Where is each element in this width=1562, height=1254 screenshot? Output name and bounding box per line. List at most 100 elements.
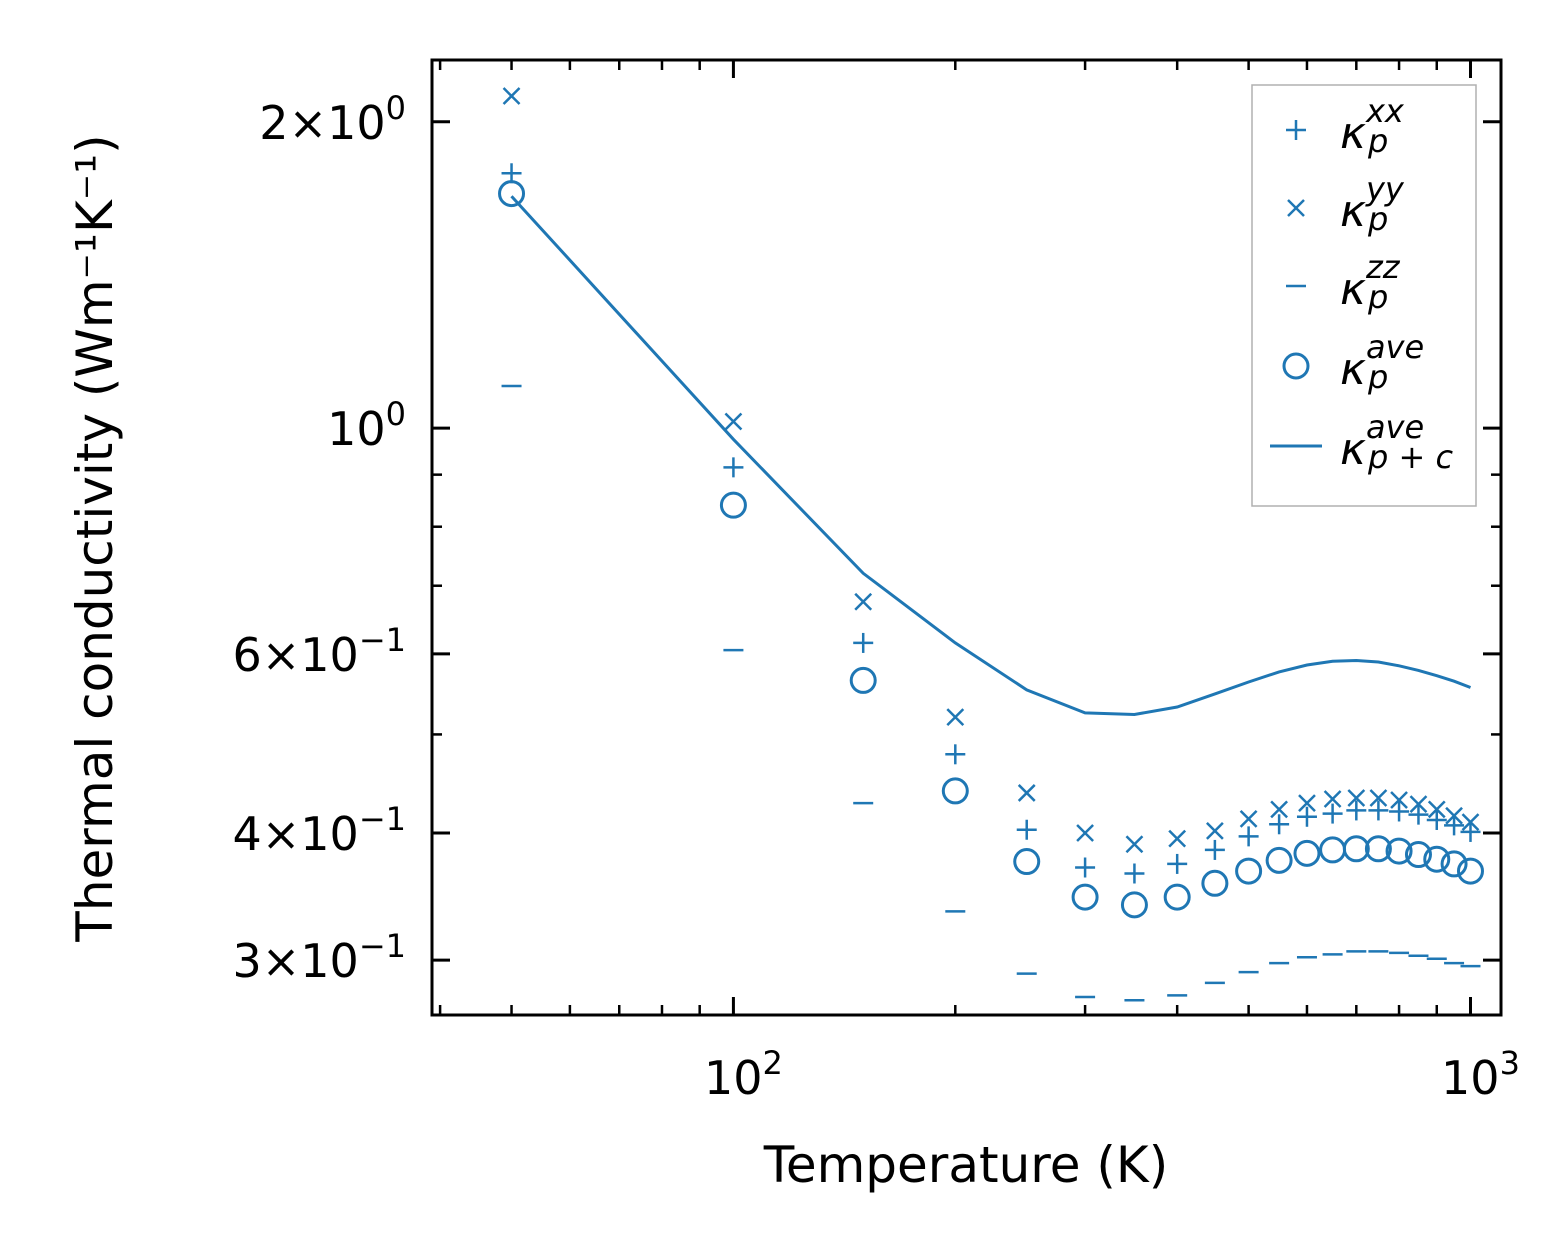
data-point-ave (1201, 869, 1229, 897)
data-point-yy (1347, 789, 1366, 807)
x-marker-b (1017, 784, 1036, 802)
x-marker-b (1461, 813, 1480, 832)
data-point-ave (1364, 835, 1392, 863)
x-marker-b (1323, 790, 1342, 808)
major-ticks (432, 60, 1501, 1015)
data-point-ave (1456, 857, 1484, 885)
data-point-ave (941, 777, 969, 805)
legend-item-ave: κave p (1282, 328, 1424, 396)
data-point-xx (1075, 857, 1096, 878)
x-marker-b (1168, 829, 1187, 848)
x-tick-label: 102 (704, 1044, 783, 1105)
x-marker-b (1390, 791, 1408, 809)
x-marker-b (1287, 199, 1305, 217)
data-point-xx (1322, 803, 1343, 824)
data-point-ave (849, 666, 877, 694)
data-point-ave (1385, 837, 1413, 865)
data-point-xx (1204, 839, 1225, 860)
legend-marker-xx (1286, 120, 1306, 140)
legend-marker-ave (1282, 352, 1310, 380)
data-point-yy (854, 592, 873, 611)
x-marker-b (1205, 821, 1224, 840)
data-point-yy (1409, 795, 1428, 814)
series-zz (501, 384, 1481, 1002)
data-point-yy (1239, 810, 1258, 828)
data-point-xx (853, 632, 874, 653)
data-point-xx (945, 744, 966, 765)
x-marker-b (1270, 800, 1289, 819)
series-xx (501, 163, 1481, 884)
data-point-xx (1238, 826, 1259, 847)
data-point-xx (1269, 814, 1290, 835)
x-marker-b (502, 87, 521, 105)
data-point-yy (1369, 789, 1388, 807)
data-point-yy (1205, 821, 1224, 840)
data-point-xx (1346, 800, 1367, 821)
data-point-xx (723, 457, 744, 478)
data-point-xx (1296, 806, 1317, 827)
series-layer (498, 87, 1484, 1002)
data-point-xx (1389, 801, 1410, 822)
data-point-yy (502, 87, 521, 105)
x-marker-b (1369, 789, 1388, 807)
plot-frame (430, 58, 1503, 1017)
data-point-ave (1265, 846, 1293, 874)
data-point-xx (1016, 819, 1037, 840)
data-point-xx (1426, 809, 1447, 830)
data-point-yy (724, 412, 743, 431)
x-axis-title: Temperature (K) (763, 1136, 1168, 1194)
data-point-yy (946, 708, 965, 726)
x-tick-labels: 102 103 (704, 1044, 1520, 1105)
x-marker-b (1445, 806, 1463, 825)
x-marker-b (1239, 810, 1258, 828)
x-marker-b (1076, 824, 1094, 842)
data-point-xx (1124, 863, 1145, 884)
minor-ticks (432, 60, 1501, 1015)
data-point-ave (1235, 857, 1263, 885)
legend-label-ave: κave p (1340, 328, 1424, 396)
data-point-ave (1293, 839, 1321, 867)
data-point-xx (1408, 804, 1429, 825)
x-marker-b (1427, 800, 1446, 819)
data-point-yy (1390, 791, 1408, 809)
y-axis-title: Thermal conductivity (Wm⁻¹K⁻¹) (66, 134, 124, 942)
series-ave (498, 180, 1484, 919)
data-point-ave (1423, 845, 1451, 873)
y-tick-label: 2×100 (259, 89, 406, 150)
data-point-yy (1168, 829, 1187, 848)
data-point-yy (1323, 790, 1342, 808)
x-marker-b (946, 708, 965, 726)
data-point-ave (1342, 835, 1370, 863)
data-point-yy (1298, 794, 1316, 813)
data-point-yy (1427, 800, 1446, 819)
data-point-xx (1444, 815, 1465, 836)
legend-marker-yy (1287, 199, 1305, 217)
data-point-xx (1167, 853, 1188, 874)
data-point-yy (1445, 806, 1463, 825)
x-marker-b (1125, 835, 1144, 854)
x-marker-b (1298, 794, 1316, 813)
data-point-yy (1017, 784, 1036, 802)
data-point-yy (1461, 813, 1480, 832)
data-point-yy (1076, 824, 1094, 842)
data-point-yy (1125, 835, 1144, 854)
x-marker-b (854, 592, 873, 611)
series-yy (502, 87, 1480, 854)
data-point-ave (1120, 891, 1148, 919)
data-point-ave (1071, 883, 1099, 911)
x-marker-b (724, 412, 743, 431)
data-point-ave (1440, 850, 1468, 878)
series-line-ave_p_plus_c (510, 195, 1472, 717)
data-point-xx (1368, 800, 1389, 821)
data-point-yy (1270, 800, 1289, 819)
legend-frame (1251, 84, 1477, 507)
data-point-ave (1013, 848, 1041, 876)
data-point-xx (501, 163, 522, 184)
data-point-ave (1163, 883, 1191, 911)
data-point-xx (1460, 821, 1481, 842)
x-marker-b (1347, 789, 1366, 807)
x-marker-b (1409, 795, 1428, 814)
data-point-ave (719, 491, 747, 519)
